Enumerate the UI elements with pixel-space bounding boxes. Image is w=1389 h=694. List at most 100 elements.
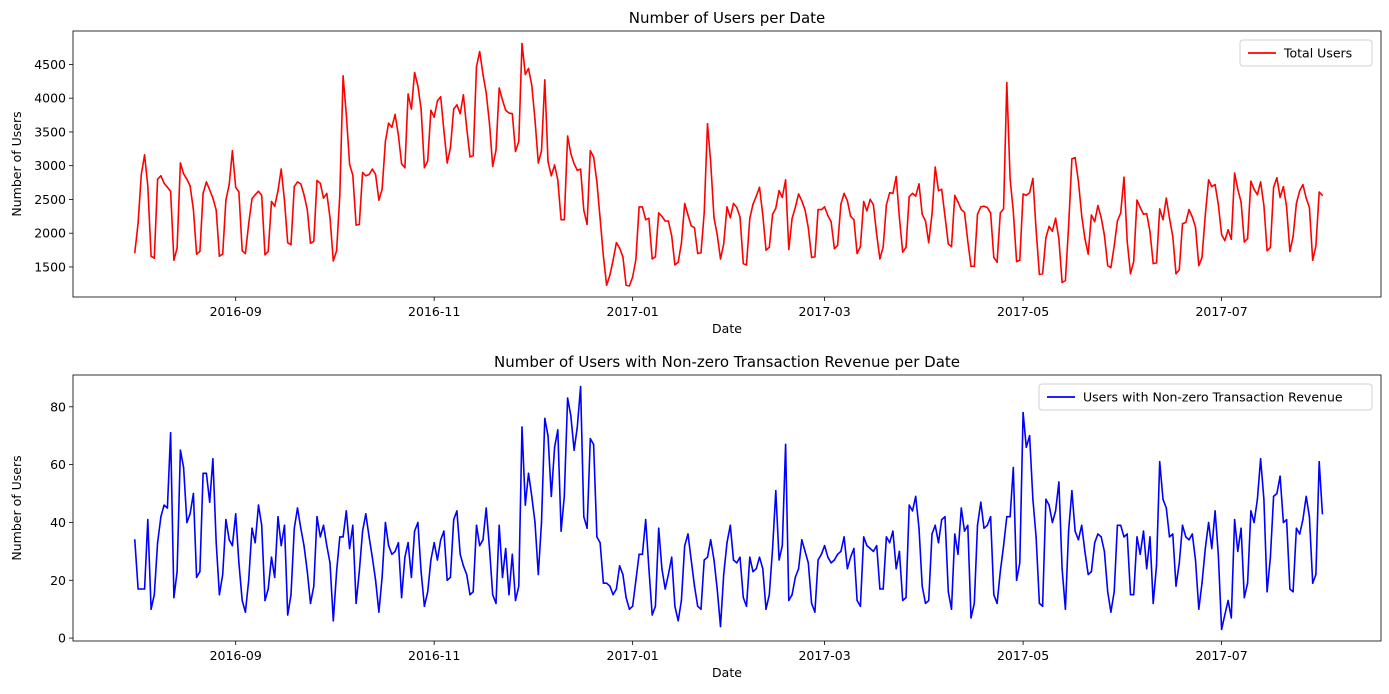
data-point: [830, 562, 832, 564]
data-point: [670, 235, 673, 237]
data-point: [156, 541, 159, 544]
data-point: [1263, 498, 1265, 501]
data-point: [413, 71, 416, 74]
data-point: [368, 536, 370, 538]
data-point: [921, 213, 923, 216]
data-point: [254, 541, 256, 544]
data-point: [703, 559, 705, 561]
data-point: [313, 240, 315, 243]
data-point: [286, 241, 289, 244]
data-point: [638, 206, 640, 208]
data-point: [898, 216, 901, 219]
data-point: [804, 209, 806, 211]
data-point: [1048, 504, 1050, 506]
data-point: [387, 122, 390, 124]
data-point: [713, 216, 715, 219]
data-point: [1155, 565, 1158, 567]
data-point: [573, 162, 575, 165]
data-point: [482, 539, 484, 541]
data-point: [1165, 197, 1168, 199]
data-point: [716, 588, 718, 590]
data-point: [456, 104, 458, 106]
data-point: [1220, 233, 1223, 236]
data-point: [433, 116, 435, 118]
data-point: [518, 585, 520, 587]
data-point: [1087, 573, 1089, 576]
data-point: [345, 510, 348, 512]
data-point: [905, 246, 907, 249]
data-point: [1090, 570, 1093, 573]
data-point: [283, 524, 286, 527]
data-point: [1233, 518, 1236, 521]
data-point: [1246, 237, 1249, 240]
data-point: [895, 175, 897, 178]
data-point: [1028, 434, 1031, 437]
data-point: [1201, 582, 1203, 584]
data-point: [804, 550, 806, 553]
data-point: [934, 524, 936, 527]
data-point: [771, 547, 774, 550]
data-point: [1084, 237, 1086, 240]
data-point: [846, 200, 849, 202]
data-point: [257, 190, 260, 193]
data-point: [976, 213, 979, 216]
data-point: [534, 119, 536, 121]
data-point: [1295, 527, 1298, 529]
data-point: [1158, 208, 1161, 210]
data-point: [1035, 536, 1037, 538]
data-point: [670, 556, 673, 558]
data-point: [537, 162, 540, 164]
data-point: [257, 504, 260, 506]
y-tick-label: 3000: [34, 158, 66, 173]
data-point: [690, 225, 692, 227]
data-point: [683, 202, 686, 205]
data-point: [1100, 536, 1102, 538]
data-point: [1243, 241, 1246, 243]
data-point: [335, 570, 338, 573]
data-point: [498, 87, 500, 89]
data-point: [462, 94, 465, 96]
data-point: [1145, 567, 1148, 570]
data-point: [911, 510, 914, 512]
data-point: [195, 576, 198, 579]
data-point: [1041, 605, 1044, 608]
data-point: [898, 550, 901, 553]
data-point: [908, 504, 910, 506]
data-point: [179, 449, 182, 451]
data-point: [914, 495, 917, 498]
data-point: [553, 164, 556, 166]
data-point: [1126, 533, 1128, 535]
data-point: [1185, 221, 1187, 224]
data-point: [1298, 189, 1301, 192]
data-point: [983, 205, 985, 207]
data-point: [1054, 510, 1057, 512]
data-point: [1025, 194, 1028, 197]
data-point: [927, 599, 930, 602]
data-point: [853, 218, 855, 221]
data-point: [524, 73, 527, 76]
x-tick-label: 2016-11: [408, 304, 460, 319]
data-point: [791, 593, 793, 596]
y-tick-label: 60: [50, 457, 66, 472]
data-point: [1002, 544, 1005, 547]
y-tick-label: 2500: [34, 192, 66, 207]
data-point: [1038, 273, 1041, 276]
data-point: [153, 257, 156, 259]
axes-frame: [72, 374, 1382, 642]
data-point: [1038, 602, 1041, 605]
data-point: [690, 559, 692, 561]
data-point: [937, 189, 940, 192]
data-point: [814, 256, 816, 258]
data-point: [202, 472, 204, 475]
data-point: [277, 189, 279, 192]
data-point: [137, 588, 139, 590]
data-point: [1266, 591, 1268, 593]
data-point: [599, 541, 601, 544]
data-point: [901, 599, 904, 602]
data-point: [501, 576, 504, 579]
data-point: [950, 245, 953, 248]
data-point: [609, 274, 611, 276]
data-point: [788, 248, 790, 251]
data-point: [342, 536, 344, 538]
data-point: [1058, 481, 1060, 483]
